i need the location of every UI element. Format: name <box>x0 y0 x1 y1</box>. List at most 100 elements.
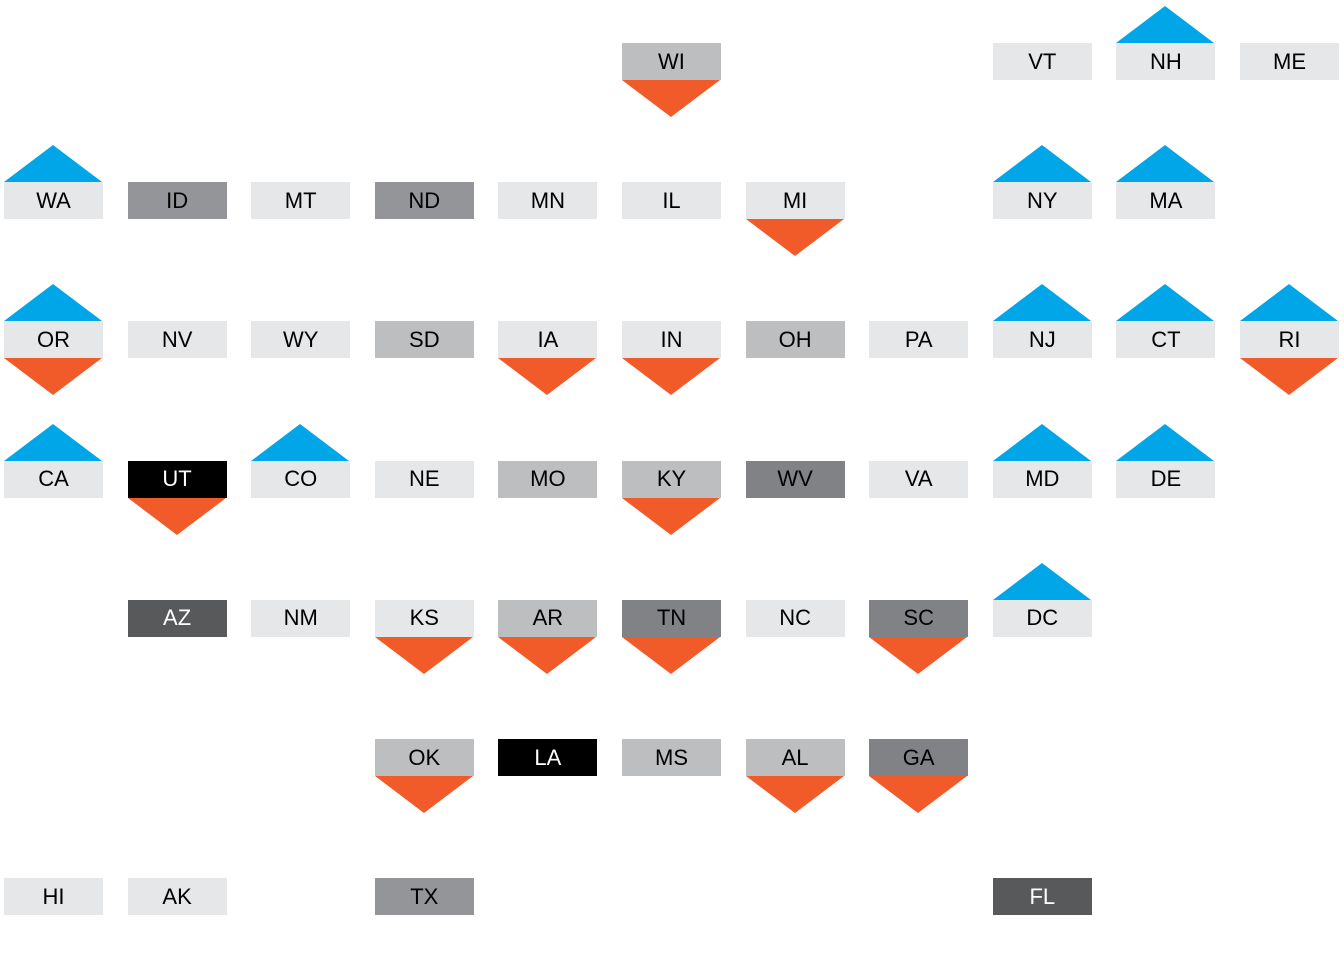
up-arrow-icon <box>1116 6 1215 43</box>
state-tile-mo: MO <box>498 424 598 535</box>
state-box-nj: NJ <box>992 321 1092 359</box>
state-box-dc: DC <box>992 599 1092 637</box>
state-tile-ct: CT <box>1116 284 1216 395</box>
state-box-mt: MT <box>251 182 351 220</box>
state-tile-hi: HI <box>4 841 103 952</box>
state-box-ct: CT <box>1116 321 1216 359</box>
up-arrow-icon <box>4 284 102 322</box>
state-box-ms: MS <box>622 739 721 776</box>
state-box-nd: ND <box>374 182 474 220</box>
state-tile-mt: MT <box>251 145 351 256</box>
down-arrow-icon <box>869 636 968 674</box>
state-tile-va: VA <box>869 424 969 535</box>
state-box-nm: NM <box>251 599 351 637</box>
state-box-co: CO <box>251 460 351 498</box>
state-box-nh: NH <box>1116 43 1216 80</box>
state-tile-ia: IA <box>498 284 598 396</box>
state-tile-pa: PA <box>869 284 969 395</box>
state-box-nc: NC <box>745 599 845 637</box>
state-box-al: AL <box>745 739 845 776</box>
up-arrow-icon <box>992 284 1091 322</box>
state-tile-ky: KY <box>622 424 721 535</box>
state-tile-nm: NM <box>251 563 351 674</box>
state-tile-nv: NV <box>127 284 227 395</box>
state-box-ia: IA <box>498 321 598 359</box>
state-tile-co: CO <box>251 423 351 535</box>
state-box-ky: KY <box>622 460 721 498</box>
state-tile-me: ME <box>1240 6 1339 117</box>
state-box-or: OR <box>4 321 103 359</box>
state-box-la: LA <box>498 739 598 776</box>
state-tile-nh: NH <box>1116 6 1216 117</box>
down-arrow-icon <box>374 636 473 674</box>
up-arrow-icon <box>992 423 1091 461</box>
up-arrow-icon <box>992 562 1091 600</box>
state-box-ca: CA <box>4 460 103 498</box>
state-box-ga: GA <box>869 739 969 776</box>
state-tile-wv: WV <box>745 424 845 535</box>
state-box-ne: NE <box>374 460 474 498</box>
down-arrow-icon <box>498 636 597 674</box>
state-tile-mn: MN <box>498 145 598 256</box>
state-box-vt: VT <box>992 43 1092 80</box>
up-arrow-icon <box>1116 145 1215 183</box>
state-tile-az: AZ <box>127 563 227 674</box>
state-box-tn: TN <box>622 599 721 637</box>
state-box-oh: OH <box>745 321 845 359</box>
state-box-ma: MA <box>1116 182 1216 220</box>
state-box-md: MD <box>992 460 1092 498</box>
state-tile-nc: NC <box>745 563 845 674</box>
down-arrow-icon <box>622 636 720 674</box>
state-tile-sd: SD <box>374 284 474 395</box>
state-box-tx: TX <box>374 878 474 916</box>
state-tile-ca: CA <box>4 423 103 535</box>
up-arrow-icon <box>992 145 1091 183</box>
state-tile-sc: SC <box>869 563 969 674</box>
state-box-me: ME <box>1240 43 1339 80</box>
state-tile-mi: MI <box>745 145 845 257</box>
state-tile-ut: UT <box>127 424 227 535</box>
state-tile-in: IN <box>622 284 721 396</box>
down-arrow-icon <box>127 497 226 535</box>
state-box-pa: PA <box>869 321 969 359</box>
state-tile-wa: WA <box>4 145 103 256</box>
state-box-ar: AR <box>498 599 598 637</box>
state-tile-wy: WY <box>251 284 351 395</box>
state-tile-or: OR <box>4 284 103 396</box>
up-arrow-icon <box>1240 284 1338 322</box>
state-box-ny: NY <box>992 182 1092 220</box>
state-box-mn: MN <box>498 182 598 220</box>
state-tile-nj: NJ <box>992 284 1092 395</box>
down-arrow-icon <box>374 776 473 813</box>
state-tile-ks: KS <box>374 563 474 674</box>
state-tile-il: IL <box>622 145 721 256</box>
state-tile-ri: RI <box>1240 284 1339 396</box>
state-tile-tx: TX <box>374 841 474 952</box>
down-arrow-icon <box>498 358 597 396</box>
state-tile-oh: OH <box>745 284 845 395</box>
down-arrow-icon <box>622 358 720 396</box>
up-arrow-icon <box>1116 284 1215 322</box>
state-box-sd: SD <box>374 321 474 359</box>
state-tile-ga: GA <box>869 702 969 813</box>
state-box-hi: HI <box>4 878 103 916</box>
state-box-id: ID <box>127 182 227 220</box>
state-tile-al: AL <box>745 702 845 813</box>
state-box-in: IN <box>622 321 721 359</box>
down-arrow-icon <box>622 497 720 535</box>
state-box-ut: UT <box>127 460 227 498</box>
up-arrow-icon <box>4 423 102 461</box>
state-tile-md: MD <box>992 423 1092 535</box>
state-tile-la: LA <box>498 702 598 813</box>
state-box-sc: SC <box>869 599 969 637</box>
state-box-de: DE <box>1116 460 1216 498</box>
up-arrow-icon <box>1116 423 1215 461</box>
state-tile-fl: FL <box>992 841 1092 952</box>
state-tile-id: ID <box>127 145 227 256</box>
state-box-az: AZ <box>127 599 227 637</box>
state-box-ks: KS <box>374 599 474 637</box>
down-arrow-icon <box>869 776 968 813</box>
state-box-ok: OK <box>374 739 474 776</box>
state-box-ak: AK <box>127 878 227 916</box>
